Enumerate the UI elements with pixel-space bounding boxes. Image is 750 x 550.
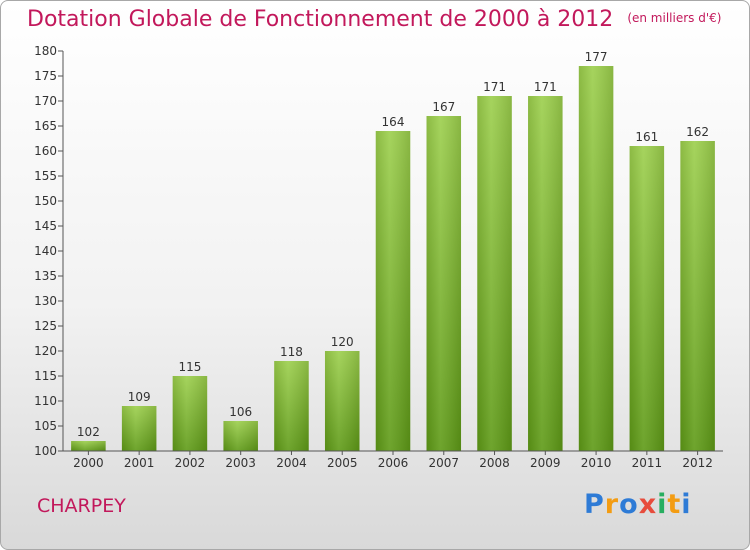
data-label-2011: 161 xyxy=(635,130,658,144)
bar-shade-2003 xyxy=(223,421,258,451)
chart-title: Dotation Globale de Fonctionnement de 20… xyxy=(27,7,721,32)
bar-shade-2005 xyxy=(324,351,360,451)
bar-shade-2002 xyxy=(172,376,208,451)
data-label-2003: 106 xyxy=(229,405,252,419)
y-tick-label: 130 xyxy=(34,294,57,308)
data-label-2012: 162 xyxy=(686,125,709,139)
bar-shade-2006 xyxy=(375,131,411,451)
logo-letter: t xyxy=(667,489,682,520)
units-label: (en milliers d'€) xyxy=(627,11,722,25)
bar-shade-2007 xyxy=(426,116,462,451)
y-tick-label: 135 xyxy=(34,269,57,283)
data-label-2006: 164 xyxy=(382,115,405,129)
bar-shade-2010 xyxy=(578,66,614,451)
bar-shade-2008 xyxy=(477,96,512,451)
x-tick-label-2002: 2002 xyxy=(175,456,206,470)
town-name: CHARPEY xyxy=(37,495,126,517)
x-tick-label-2011: 2011 xyxy=(632,456,663,470)
data-label-2001: 109 xyxy=(128,390,151,404)
logo-letter: P xyxy=(584,489,605,520)
data-label-2005: 120 xyxy=(331,335,354,349)
logo-letter: o xyxy=(619,489,639,520)
bar-shade-2012 xyxy=(680,141,715,451)
y-tick-label: 145 xyxy=(34,219,57,233)
x-tick-label-2005: 2005 xyxy=(327,456,358,470)
proxiti-logo: Proxiti xyxy=(584,489,692,520)
x-tick-label-2006: 2006 xyxy=(378,456,409,470)
y-tick-label: 180 xyxy=(34,44,57,58)
data-label-2009: 171 xyxy=(534,80,557,94)
x-tick-label-2012: 2012 xyxy=(682,456,713,470)
y-tick-label: 155 xyxy=(34,169,57,183)
y-tick-label: 175 xyxy=(34,69,57,83)
y-tick-label: 115 xyxy=(34,369,57,383)
bar-shade-2000 xyxy=(71,441,106,451)
x-tick-label-2007: 2007 xyxy=(428,456,459,470)
x-tick-label-2009: 2009 xyxy=(530,456,561,470)
y-tick-label: 160 xyxy=(34,144,57,158)
bar-shade-2004 xyxy=(274,361,309,451)
y-tick-label: 100 xyxy=(34,444,57,458)
title-text: Dotation Globale de Fonctionnement de 20… xyxy=(27,7,614,32)
x-tick-label-2003: 2003 xyxy=(225,456,256,470)
x-axis: 2000 2001 2002 2003 2004 2005 2006 2007 2008 2009… xyxy=(63,450,723,470)
data-labels-group: 102 109 115 106 118 120 164 167 171 171 177 161 162 xyxy=(77,50,709,439)
x-tick-label-2010: 2010 xyxy=(581,456,612,470)
y-tick-label: 170 xyxy=(34,94,57,108)
y-axis: 100 105 110 115 120 125 130 135 140 145 150 155 160 1… xyxy=(34,44,64,458)
data-label-2000: 102 xyxy=(77,425,100,439)
y-tick-label: 110 xyxy=(34,394,57,408)
bar-shade-2011 xyxy=(629,146,665,451)
y-tick-label: 140 xyxy=(34,244,57,258)
logo-letter: x xyxy=(638,489,658,520)
data-label-2002: 115 xyxy=(178,360,201,374)
x-tick-label-2001: 2001 xyxy=(124,456,155,470)
x-tick-label-2000: 2000 xyxy=(73,456,104,470)
y-tick-label: 150 xyxy=(34,194,57,208)
y-tick-label: 120 xyxy=(34,344,57,358)
logo-letter: i xyxy=(657,489,668,520)
data-label-2004: 118 xyxy=(280,345,303,359)
logo-letter: r xyxy=(604,489,620,520)
data-label-2010: 177 xyxy=(585,50,608,64)
bars-group xyxy=(71,66,715,451)
logo-letter: i xyxy=(681,489,692,520)
data-label-2007: 167 xyxy=(432,100,455,114)
x-tick-label-2004: 2004 xyxy=(276,456,307,470)
y-tick-label: 165 xyxy=(34,119,57,133)
y-tick-label: 125 xyxy=(34,319,57,333)
y-tick-label: 105 xyxy=(34,419,57,433)
data-label-2008: 171 xyxy=(483,80,506,94)
bar-shade-2001 xyxy=(121,406,157,451)
x-tick-label-2008: 2008 xyxy=(479,456,510,470)
bar-shade-2009 xyxy=(528,96,563,451)
